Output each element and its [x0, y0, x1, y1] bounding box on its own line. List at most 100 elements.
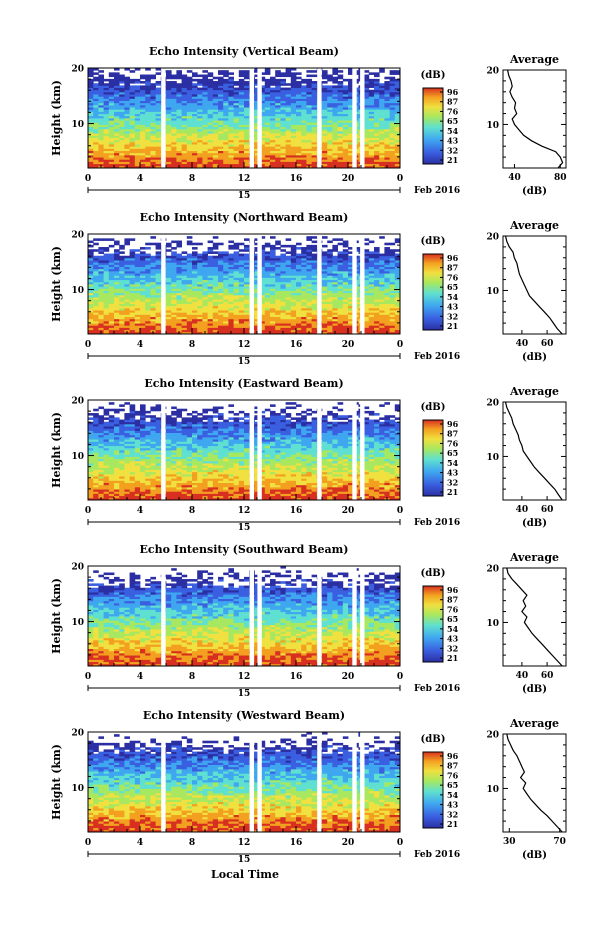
heatmap-cell — [103, 305, 110, 309]
heatmap-cell — [145, 68, 151, 71]
heatmap-cell — [192, 91, 198, 95]
heatmap-cell — [311, 152, 318, 156]
heatmap-cell — [280, 122, 286, 125]
heatmap-cell — [218, 307, 224, 311]
heatmap-cell — [202, 294, 208, 298]
heatmap-cell — [212, 139, 219, 143]
heatmap-cell — [379, 120, 385, 123]
heatmap-cell — [202, 327, 208, 331]
heatmap-cell — [327, 91, 333, 95]
heatmap-cell — [259, 331, 266, 335]
heatmap-cell — [290, 100, 297, 104]
heatmap-cell — [290, 163, 297, 167]
heatmap-cell — [348, 329, 354, 333]
heatmap-cell — [301, 118, 307, 121]
heatmap-cell — [197, 128, 203, 132]
heatmap-cell — [322, 74, 328, 78]
heatmap-cell — [363, 76, 370, 80]
heatmap-cell — [181, 327, 188, 331]
heatmap-cell — [322, 87, 328, 91]
heatmap-cell — [114, 104, 120, 108]
heatmap-cell — [171, 157, 177, 160]
heatmap-cell — [285, 111, 292, 115]
heatmap-cell — [114, 120, 120, 123]
heatmap-cell — [389, 327, 396, 331]
heatmap-cell — [223, 305, 229, 309]
heatmap-cell — [233, 104, 240, 108]
heatmap-cell — [285, 303, 292, 307]
heatmap-cell — [207, 331, 214, 335]
heatmap-cell — [322, 251, 328, 254]
heatmap-cell — [155, 122, 162, 125]
heatmap-cell — [140, 323, 146, 326]
heatmap-cell — [244, 307, 250, 311]
heatmap-cell — [238, 74, 245, 78]
heatmap-cell — [332, 301, 338, 304]
heatmap-cell — [88, 91, 94, 95]
heatmap-cell — [254, 310, 260, 313]
heatmap-cell — [207, 329, 214, 333]
heatmap-cell — [270, 131, 276, 134]
heatmap-cell — [134, 314, 141, 317]
heatmap-cell — [129, 120, 136, 123]
heatmap-cell — [223, 157, 229, 160]
heatmap-cell — [244, 299, 250, 302]
heatmap-cell — [270, 331, 276, 335]
heatmap-cell — [197, 124, 203, 128]
heatmap-cell — [98, 74, 104, 78]
heatmap-cell — [285, 329, 292, 333]
heatmap-cell — [238, 94, 245, 97]
heatmap-cell — [290, 109, 297, 112]
heatmap-cell — [176, 146, 182, 149]
heatmap-cell — [238, 83, 245, 86]
heatmap-cell — [327, 152, 333, 156]
heatmap-cell — [296, 157, 302, 160]
heatmap-cell — [192, 100, 198, 104]
heatmap-cell — [348, 104, 354, 108]
heatmap-cell — [207, 294, 214, 298]
heatmap-cell — [192, 83, 198, 86]
heatmap-cell — [394, 148, 401, 151]
heatmap-cell — [108, 305, 115, 309]
heatmap-cell — [254, 128, 260, 132]
heatmap-cell — [322, 294, 328, 298]
heatmap-cell — [322, 316, 328, 320]
heatmap-cell — [140, 74, 146, 78]
heatmap-cell — [259, 100, 266, 104]
heatmap-cell — [384, 76, 390, 80]
heatmap-cell — [171, 325, 177, 328]
heatmap-cell — [311, 137, 318, 141]
heatmap-cell — [134, 115, 141, 119]
heatmap-cell — [280, 135, 286, 138]
heatmap-cell — [244, 94, 250, 97]
heatmap-cell — [301, 135, 307, 138]
heatmap-cell — [103, 294, 110, 298]
heatmap-cell — [103, 78, 110, 82]
heatmap-cell — [270, 81, 276, 84]
heatmap-cell — [145, 135, 151, 138]
heatmap-cell — [150, 318, 156, 322]
heatmap-cell — [290, 94, 297, 97]
heatmap-cell — [192, 154, 198, 158]
heatmap-cell — [332, 78, 338, 82]
heatmap-cell — [212, 152, 219, 156]
heatmap-cell — [134, 111, 141, 115]
heatmap-cell — [301, 161, 307, 165]
heatmap-cell — [88, 118, 94, 121]
heatmap-cell — [155, 154, 162, 158]
heatmap-cell — [218, 85, 224, 88]
heatmap-cell — [150, 109, 156, 112]
heatmap-cell — [88, 305, 94, 309]
heatmap-cell — [145, 115, 151, 119]
heatmap-cell — [119, 251, 125, 254]
heatmap-cell — [264, 148, 271, 151]
heatmap-cell — [166, 113, 172, 117]
heatmap-cell — [337, 150, 344, 154]
heatmap-cell — [223, 314, 229, 317]
heatmap-cell — [155, 131, 162, 134]
heatmap-cell — [103, 135, 110, 138]
heatmap-cell — [322, 109, 328, 112]
heatmap-cell — [140, 98, 146, 101]
heatmap-cell — [155, 141, 162, 145]
heatmap-cell — [119, 327, 125, 331]
